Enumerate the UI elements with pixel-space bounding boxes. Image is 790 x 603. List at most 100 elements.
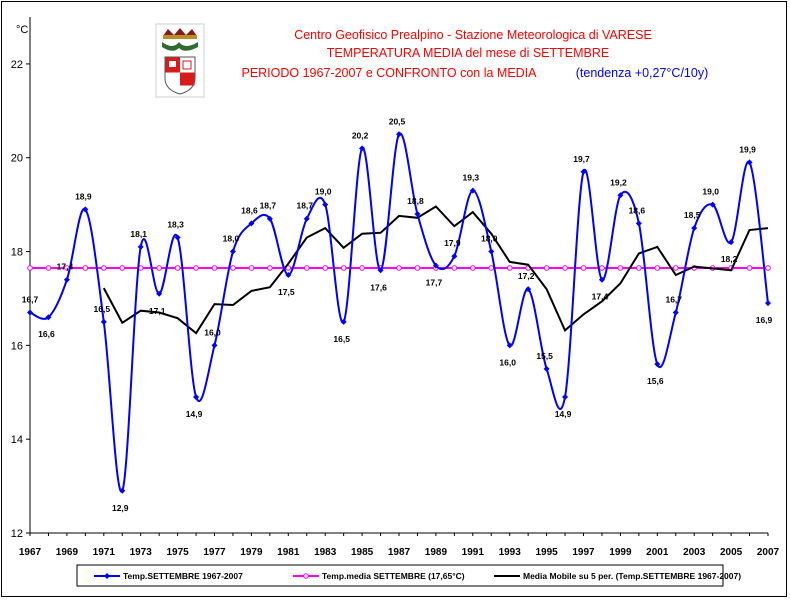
mean-point <box>746 265 753 271</box>
mean-point <box>414 265 421 271</box>
data-label: 16,7 <box>22 295 39 305</box>
chart-title-line-1: Centro Geofisico Prealpino - Stazione Me… <box>294 28 652 42</box>
x-tick-label: 1989 <box>425 547 448 558</box>
data-label: 19,0 <box>702 187 719 197</box>
data-label: 19,9 <box>739 144 756 154</box>
legend-label-temperature: Temp.SETTEMBRE 1967-2007 <box>123 571 243 581</box>
x-tick-label: 1967 <box>19 547 42 558</box>
temperature-point <box>377 267 384 274</box>
x-tick-label: 2007 <box>757 547 780 558</box>
data-label: 15,6 <box>647 376 664 386</box>
mean-point <box>488 265 495 271</box>
data-label: 18,1 <box>130 229 147 239</box>
data-label: 20,2 <box>352 130 369 140</box>
series-line-temperature <box>29 132 769 493</box>
data-label: 16,0 <box>204 327 221 337</box>
x-tick-label: 2003 <box>683 547 706 558</box>
mean-point <box>765 265 771 271</box>
data-label: 20,5 <box>389 116 406 126</box>
mean-point <box>45 265 52 271</box>
mean-point <box>230 265 236 271</box>
temperature-point <box>451 253 458 260</box>
data-label: 19,3 <box>463 173 480 183</box>
temperature-point <box>322 201 329 208</box>
temperature-point <box>635 220 642 227</box>
temperature-point <box>193 393 200 400</box>
mean-point <box>211 265 218 271</box>
data-label: 19,7 <box>573 154 590 164</box>
data-label: 19,0 <box>315 187 332 197</box>
legend-label-moving-average: Media Mobile su 5 per. (Temp.SETTEMBRE 1… <box>523 571 741 581</box>
x-tick-label: 1993 <box>499 547 522 558</box>
temperature-point <box>174 234 181 241</box>
data-label: 18,9 <box>75 191 92 201</box>
temperature-point <box>63 276 70 283</box>
data-label: 18,0 <box>481 234 498 244</box>
mean-point <box>267 265 273 271</box>
data-label: 17,6 <box>370 282 387 292</box>
chart-title-line-2: TEMPERATURA MEDIA del mese di SETTEMBRE <box>327 46 609 60</box>
x-tick-label: 1987 <box>388 547 411 558</box>
data-label: 16,0 <box>499 357 516 367</box>
y-tick-label: 16 <box>11 340 23 352</box>
x-tick-label: 1991 <box>462 547 485 558</box>
temperature-point <box>562 393 569 400</box>
y-tick-label: 14 <box>11 434 23 446</box>
data-label: 18,6 <box>241 205 258 215</box>
x-tick-label: 1981 <box>277 547 300 558</box>
temperature-point <box>156 290 163 297</box>
legend-marker-temperature <box>104 573 110 579</box>
mean-point <box>303 265 310 271</box>
temperature-point <box>211 342 218 349</box>
data-label: 16,5 <box>94 304 111 314</box>
data-label: 17,5 <box>278 287 295 297</box>
data-label: 14,9 <box>555 409 572 419</box>
x-tick-label: 1979 <box>240 547 263 558</box>
x-tick-label: 1997 <box>572 547 595 558</box>
data-label: 16,9 <box>756 315 773 325</box>
temperature-point <box>672 309 679 316</box>
mean-point <box>27 265 33 271</box>
y-tick-label: 18 <box>11 247 23 259</box>
mean-point <box>174 265 181 271</box>
data-label: 17,4 <box>57 262 74 272</box>
mean-point <box>672 265 679 271</box>
mean-point <box>451 265 458 271</box>
mean-point <box>580 265 587 271</box>
temperature-point <box>598 276 605 283</box>
temperature-point <box>266 215 273 222</box>
x-tick-label: 1985 <box>351 547 374 558</box>
y-axis-unit: °C <box>16 24 28 36</box>
mean-point <box>599 265 605 271</box>
data-label: 17,2 <box>518 271 535 281</box>
legend-marker-mean <box>303 573 309 579</box>
legend-label-mean: Temp.media SETTEMBRE (17,65°C) <box>322 571 465 581</box>
temperature-point <box>119 487 126 494</box>
mean-point <box>506 265 513 271</box>
temperature-point <box>765 300 771 307</box>
data-label: 17,4 <box>592 292 609 302</box>
x-tick-label: 1999 <box>609 547 632 558</box>
temperature-point <box>488 248 495 255</box>
mean-point <box>543 265 550 271</box>
mean-point <box>396 265 402 271</box>
temperature-point <box>248 220 255 227</box>
temperature-point <box>709 201 716 208</box>
x-tick-label: 1983 <box>314 547 337 558</box>
temperature-point <box>580 168 587 175</box>
data-label: 18,7 <box>260 201 277 211</box>
mean-point <box>470 265 476 271</box>
data-label: 18,5 <box>684 210 701 220</box>
temperature-point <box>303 215 310 222</box>
temperature-point <box>525 286 532 293</box>
temperature-point <box>82 206 89 213</box>
mean-point <box>82 265 89 271</box>
temperature-point <box>396 131 402 138</box>
data-label: 18,3 <box>167 219 184 229</box>
mean-point <box>636 265 642 271</box>
temperature-point <box>469 187 476 194</box>
data-label: 12,9 <box>112 503 129 513</box>
x-tick-label: 1969 <box>56 547 79 558</box>
temperature-point <box>654 361 661 368</box>
